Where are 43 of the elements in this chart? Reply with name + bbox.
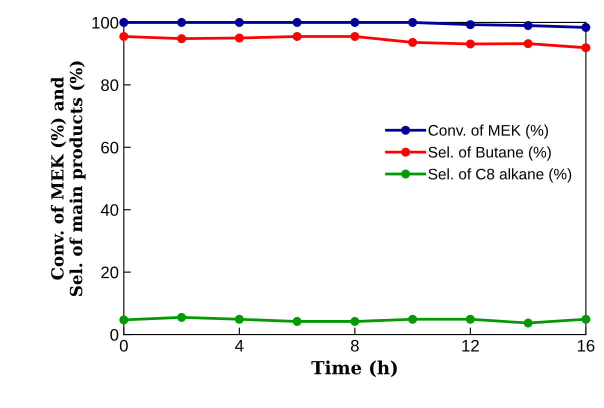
point — [119, 315, 128, 324]
point — [466, 39, 475, 48]
point — [292, 18, 302, 27]
x-tick-label: 12 — [462, 340, 479, 352]
x-tick-label: 0 — [120, 340, 128, 352]
y-axis-title: Conv. of MEK (%) and Sel. of main products (%) — [50, 61, 86, 296]
point — [408, 18, 418, 27]
legend-label: Sel. of Butane (%) — [428, 146, 551, 161]
point — [581, 314, 590, 324]
x-tick-label: 8 — [350, 340, 359, 352]
point — [119, 32, 128, 41]
point — [292, 32, 302, 41]
point — [466, 314, 475, 324]
point — [177, 312, 186, 322]
y-tick-label: 100 — [92, 16, 118, 29]
point — [466, 20, 475, 30]
point — [234, 18, 244, 27]
point — [408, 38, 418, 47]
point — [408, 314, 418, 324]
y-tick-label: 20 — [101, 266, 118, 278]
x-tick-label: 16 — [578, 340, 594, 352]
point — [581, 22, 590, 32]
point — [234, 314, 244, 324]
point — [292, 316, 302, 326]
y-tick-label: 0 — [110, 328, 118, 341]
point — [524, 318, 533, 328]
legend-label: Sel. of C8 alkane (%) — [428, 168, 572, 183]
point — [524, 21, 533, 30]
point — [581, 43, 590, 52]
legend-label: Conv. of MEK (%) — [428, 124, 548, 139]
point — [177, 18, 186, 27]
y-tick-label: 40 — [100, 204, 118, 216]
point — [350, 18, 360, 27]
x-tick-label: 4 — [235, 340, 244, 352]
y-tick-label: 60 — [101, 142, 118, 154]
x-axis-title: Time (h) — [311, 360, 397, 378]
y-tick-label: 80 — [101, 79, 118, 92]
point — [119, 18, 128, 27]
point — [234, 34, 244, 43]
point — [524, 39, 533, 48]
point — [350, 316, 360, 326]
point — [177, 34, 186, 44]
point — [350, 32, 360, 41]
